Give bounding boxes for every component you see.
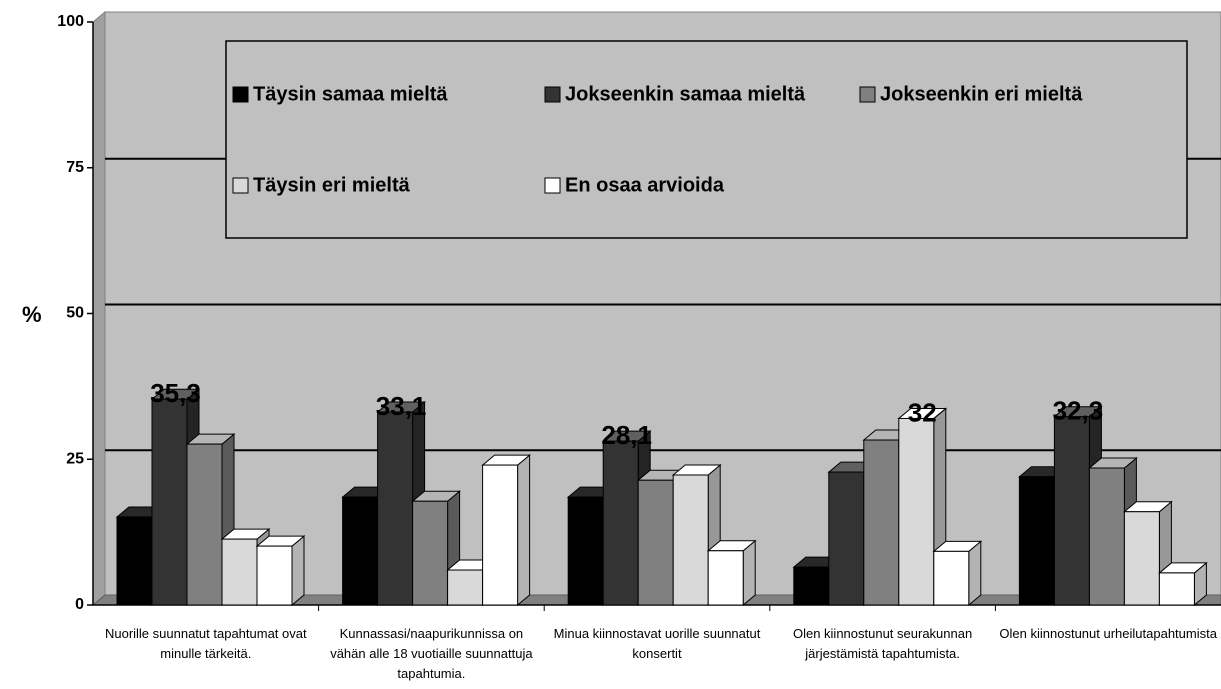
bar: [256, 545, 293, 606]
bar: [602, 440, 639, 606]
bar: [447, 569, 484, 606]
bar-side: [291, 535, 305, 607]
y-tick-label: 25: [66, 450, 84, 467]
y-tick-label: 75: [66, 159, 84, 176]
legend-swatch: [544, 177, 561, 194]
bar: [116, 516, 153, 606]
legend: [225, 40, 1188, 239]
bar: [898, 417, 935, 606]
bar: [637, 479, 674, 606]
bar: [672, 474, 709, 606]
bar: [1053, 416, 1090, 606]
bar: [1123, 511, 1160, 606]
bar: [412, 500, 449, 606]
bar: [863, 439, 900, 606]
data-label: 28,1: [601, 420, 652, 450]
data-label: 35,3: [150, 378, 201, 408]
bar-side: [968, 540, 982, 607]
x-tick-label: Minua kiinnostavat uorille suunnatut kon…: [553, 626, 761, 661]
bar: [186, 443, 223, 606]
legend-label: Täysin eri mieltä: [253, 174, 411, 196]
bar-side: [517, 454, 531, 607]
data-label: 32,3: [1053, 396, 1104, 426]
bar: [1088, 467, 1125, 606]
bar: [793, 566, 830, 606]
legend-label: Jokseenkin samaa mieltä: [565, 83, 806, 105]
legend-label: Jokseenkin eri mieltä: [880, 83, 1083, 105]
bar: [828, 471, 865, 606]
data-label: 33,1: [376, 391, 427, 421]
bar: [482, 464, 519, 606]
bar: [567, 496, 604, 606]
y-tick-label: 100: [57, 13, 84, 30]
legend-swatch: [859, 86, 876, 103]
x-tick-label: Olen kiinnostunut seurakunnan järjestämi…: [792, 626, 973, 661]
legend-label: Täysin samaa mieltä: [253, 83, 448, 105]
y-axis-label: %: [22, 302, 42, 327]
data-label: 32: [908, 397, 937, 427]
x-tick-label: Nuorille suunnatut tapahtumat ovat minul…: [104, 626, 307, 661]
side-wall: [92, 10, 106, 607]
bar: [221, 538, 258, 606]
bar: [1158, 572, 1195, 606]
bar: [707, 550, 744, 606]
x-tick-label: Kunnassasi/naapurikunnissa on vähän alle…: [330, 626, 533, 681]
bar: [377, 411, 414, 606]
bar: [1018, 476, 1055, 606]
bar-side: [742, 539, 756, 607]
y-tick-label: 50: [66, 305, 84, 322]
legend-swatch: [232, 86, 249, 103]
legend-swatch: [544, 86, 561, 103]
legend-label: En osaa arvioida: [565, 174, 725, 196]
bar: [933, 550, 970, 606]
legend-swatch: [232, 177, 249, 194]
y-tick-label: 0: [75, 596, 84, 613]
bar: [151, 398, 188, 606]
bar: [342, 496, 379, 606]
x-tick-label: Olen kiinnostunut urheilutapahtumista: [999, 626, 1217, 641]
